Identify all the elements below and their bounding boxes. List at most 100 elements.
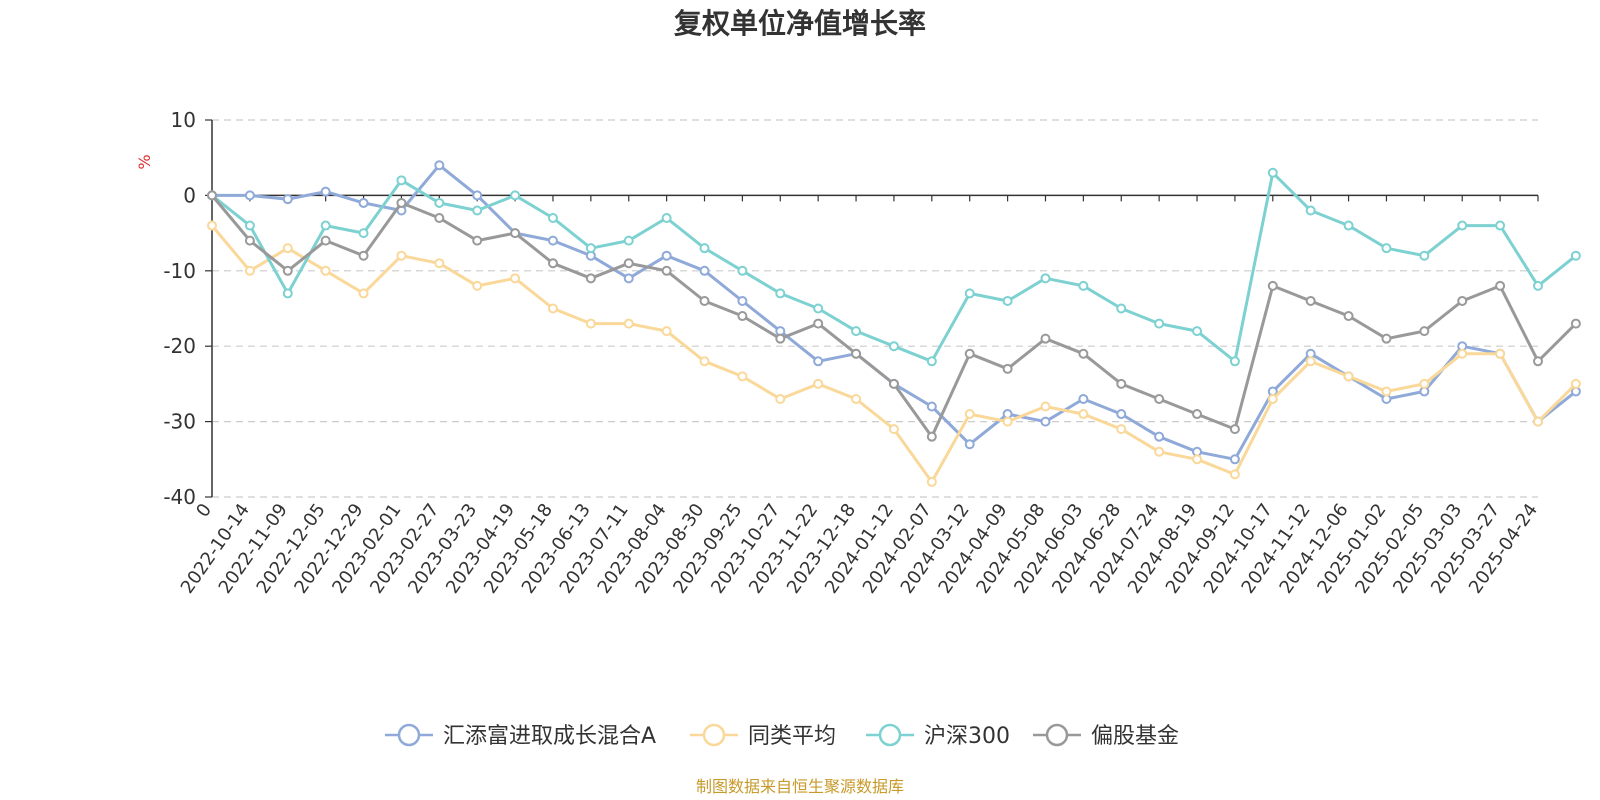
data-point <box>1040 333 1051 344</box>
data-point <box>1305 295 1316 306</box>
data-point <box>510 228 521 239</box>
data-point <box>813 303 824 314</box>
data-point <box>320 235 331 246</box>
data-point <box>1343 371 1354 382</box>
grid-lines <box>212 119 1538 498</box>
data-point <box>244 235 255 246</box>
data-point <box>358 250 369 261</box>
data-point <box>1229 454 1240 465</box>
data-point <box>585 273 596 284</box>
data-point <box>1116 424 1127 435</box>
data-point <box>1381 243 1392 254</box>
series-line <box>210 224 1577 484</box>
data-point <box>851 348 862 359</box>
data-point <box>1267 393 1278 404</box>
data-point <box>1570 250 1581 261</box>
data-point <box>510 190 521 201</box>
data-point <box>1154 393 1165 404</box>
data-point <box>1002 416 1013 427</box>
legend-label: 沪深300 <box>924 724 1010 749</box>
data-point <box>320 220 331 231</box>
data-point <box>1192 409 1203 420</box>
legend-item[interactable]: 偏股基金 <box>1033 723 1179 749</box>
data-point <box>207 220 217 231</box>
data-point <box>851 393 862 404</box>
data-point <box>661 265 672 276</box>
legend[interactable]: 汇添富进取成长混合A 同类平均 沪深300 偏股基金 <box>385 723 1179 749</box>
data-point <box>1533 356 1543 367</box>
data-point <box>623 235 634 246</box>
data-point <box>1154 318 1165 329</box>
data-point <box>1457 348 1468 359</box>
data-point <box>1040 401 1051 412</box>
data-point <box>1381 386 1392 397</box>
data-point <box>547 303 558 314</box>
legend-item[interactable]: 汇添富进取成长混合A <box>385 723 656 749</box>
data-point <box>1343 311 1354 322</box>
data-point <box>320 265 331 276</box>
data-point <box>1267 167 1278 178</box>
data-point <box>623 318 634 329</box>
series-group <box>207 220 1581 487</box>
legend-item[interactable]: 同类平均 <box>690 723 836 749</box>
y-tick-label: 10 <box>171 108 196 132</box>
data-point <box>1229 356 1240 367</box>
legend-label: 同类平均 <box>748 724 836 749</box>
data-point <box>699 295 710 306</box>
data-point <box>1419 378 1430 389</box>
data-point <box>926 476 937 487</box>
data-point <box>1533 416 1543 427</box>
data-point <box>396 197 407 208</box>
data-point <box>1040 273 1051 284</box>
data-point <box>547 213 558 224</box>
data-point <box>964 409 975 420</box>
data-point <box>1381 333 1392 344</box>
data-point <box>1495 220 1506 231</box>
data-point <box>1192 454 1203 465</box>
data-point <box>1570 318 1581 329</box>
data-point <box>320 186 331 197</box>
data-point <box>434 213 445 224</box>
data-point <box>888 424 899 435</box>
data-point <box>358 288 369 299</box>
data-point <box>282 243 293 254</box>
data-point <box>888 378 899 389</box>
data-point <box>244 190 255 201</box>
data-point <box>472 235 483 246</box>
data-point <box>1419 250 1430 261</box>
data-point <box>1078 393 1089 404</box>
data-point <box>358 228 369 239</box>
data-point <box>926 431 937 442</box>
data-point <box>1154 431 1165 442</box>
data-point <box>282 288 293 299</box>
data-point <box>699 356 710 367</box>
data-point <box>585 243 596 254</box>
data-point <box>472 205 483 216</box>
data-point <box>623 258 634 269</box>
data-point <box>661 250 672 261</box>
legend-marker-icon <box>1045 723 1069 747</box>
data-point <box>1570 378 1581 389</box>
data-point <box>964 439 975 450</box>
series-group <box>207 167 1581 367</box>
data-point <box>661 326 672 337</box>
data-point <box>1343 220 1354 231</box>
chart-title: 复权单位净值增长率 <box>674 7 926 40</box>
data-point <box>1002 363 1013 374</box>
data-point <box>244 265 255 276</box>
data-point <box>358 197 369 208</box>
y-tick-label: 0 <box>183 183 196 207</box>
data-point <box>737 371 748 382</box>
data-point <box>926 401 937 412</box>
data-point <box>1229 424 1240 435</box>
data-point <box>775 393 786 404</box>
data-point <box>1419 326 1430 337</box>
legend-marker-icon <box>878 723 902 747</box>
data-point <box>510 273 521 284</box>
legend-item[interactable]: 沪深300 <box>866 723 1010 749</box>
data-point <box>1078 409 1089 420</box>
data-point <box>396 250 407 261</box>
data-point <box>1078 348 1089 359</box>
